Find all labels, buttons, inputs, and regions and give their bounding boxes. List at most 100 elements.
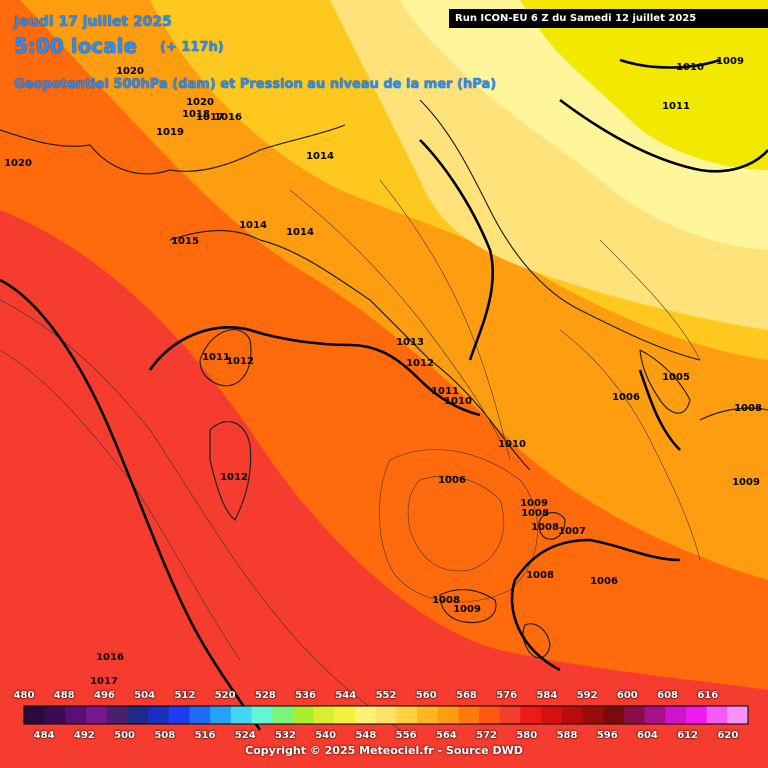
pressure-label: 1008 [531, 522, 559, 533]
legend-tick-label: 556 [395, 730, 417, 741]
pressure-label: 1020 [4, 158, 32, 169]
legend-tick-label: 608 [657, 690, 678, 701]
legend-swatch [24, 706, 46, 724]
legend-tick-label: 616 [697, 690, 719, 701]
legend-tick-label: 568 [456, 690, 477, 701]
legend-tick-label: 536 [295, 690, 316, 701]
pressure-label: 1010 [676, 62, 704, 73]
pressure-label: 1009 [732, 477, 760, 488]
copyright-text: Copyright © 2025 Meteociel.fr - Source D… [245, 744, 523, 757]
legend-frame [23, 705, 749, 725]
pressure-label: 1008 [521, 508, 549, 519]
pressure-label: 1008 [734, 403, 762, 414]
pressure-label: 1017 [90, 676, 118, 687]
pressure-label: 1009 [453, 604, 481, 615]
legend-swatch [354, 706, 377, 724]
legend-tick-label: 600 [616, 690, 638, 701]
legend-swatch [272, 706, 294, 724]
legend-swatch [375, 706, 397, 724]
legend-swatch [603, 706, 625, 724]
legend-swatch [65, 706, 87, 724]
legend-tick-label: 588 [556, 730, 578, 741]
legend-tick-label: 576 [496, 690, 518, 701]
legend-tick-label: 560 [415, 690, 437, 701]
pressure-label: 1014 [239, 220, 267, 231]
pressure-label: 1019 [156, 127, 184, 138]
legend-swatch [86, 706, 108, 724]
legend-swatch [334, 706, 356, 724]
legend-tick-label: 504 [134, 690, 156, 701]
color-legend: 480 488 496 504 512 520 528 536 544 552 560 568 576 5… [0, 686, 768, 768]
thick-isobars [0, 58, 768, 731]
legend-swatch [706, 706, 728, 724]
pressure-label: 1006 [612, 392, 640, 403]
pressure-label: 1017 [196, 112, 224, 123]
pressure-label: 1011 [202, 352, 230, 363]
pressure-label: 1011 [431, 386, 459, 397]
pressure-label: 1005 [662, 372, 690, 383]
legend-swatch [396, 706, 418, 724]
legend-tick-label: 484 [33, 730, 55, 741]
pressure-label: 1016 [96, 652, 124, 663]
legend-swatch [644, 706, 666, 724]
legend-tick-label: 604 [637, 730, 658, 741]
legend-swatch [230, 706, 253, 724]
pressure-label: 1010 [498, 439, 526, 450]
legend-tick-label: 584 [536, 690, 558, 701]
legend-swatch [561, 706, 584, 724]
legend-swatch [665, 706, 687, 724]
pressure-label: 1014 [286, 227, 314, 238]
forecast-time: 5:00 locale [14, 34, 138, 58]
legend-tick-label: 544 [335, 690, 357, 701]
legend-tick-label: 516 [194, 730, 216, 741]
field-title: Geopotentiel 500hPa (dam) et Pression au… [14, 77, 497, 92]
legend-tick-label: 520 [214, 690, 236, 701]
legend-swatch [127, 706, 149, 724]
legend-color-bar [23, 705, 749, 725]
pressure-label: 1006 [438, 475, 466, 486]
pressure-label: 1011 [662, 101, 690, 112]
legend-swatch [44, 706, 66, 724]
pressure-label: 1009 [520, 498, 548, 509]
legend-tick-label: 620 [717, 730, 739, 741]
legend-swatch [210, 706, 232, 724]
legend-tick-label: 508 [154, 730, 176, 741]
legend-swatch [520, 706, 542, 724]
legend-tick-label: 548 [355, 730, 377, 741]
legend-swatch [437, 706, 459, 724]
pressure-label: 1006 [590, 576, 618, 587]
legend-swatch [189, 706, 211, 724]
legend-swatch [106, 706, 128, 724]
pressure-label: 1009 [716, 56, 744, 67]
pressure-label: 1015 [171, 236, 199, 247]
run-banner: Run ICON-EU 6 Z du Samedi 12 juillet 202… [449, 9, 768, 28]
pressure-label: 1013 [396, 337, 424, 348]
legend-tick-label: 612 [677, 730, 699, 741]
legend-swatch [623, 706, 646, 724]
pressure-label: 1014 [306, 151, 334, 162]
legend-tick-label: 592 [576, 690, 598, 701]
legend-tick-label: 572 [476, 730, 497, 741]
pressure-label: 1012 [406, 358, 434, 369]
legend-swatch [148, 706, 170, 724]
legend-tick-label: 480 [13, 690, 35, 701]
legend-tick-label: 580 [516, 730, 538, 741]
legend-tick-label: 552 [375, 690, 397, 701]
legend-tick-label: 512 [174, 690, 196, 701]
pressure-label: 1008 [526, 570, 554, 581]
pressure-label: 1016 [214, 112, 242, 123]
pressure-label: 1020 [186, 97, 214, 108]
legend-swatch [417, 706, 439, 724]
legend-swatch [727, 706, 749, 724]
pressure-labels: 1020102010181017101610191020101410141014… [4, 56, 762, 687]
legend-swatch [582, 706, 604, 724]
legend-swatch [479, 706, 501, 724]
legend-swatch [541, 706, 563, 724]
pressure-label: 1012 [220, 472, 248, 483]
legend-swatch [313, 706, 335, 724]
legend-tick-label: 528 [254, 690, 276, 701]
legend-swatch [168, 706, 190, 724]
legend-swatch [458, 706, 480, 724]
